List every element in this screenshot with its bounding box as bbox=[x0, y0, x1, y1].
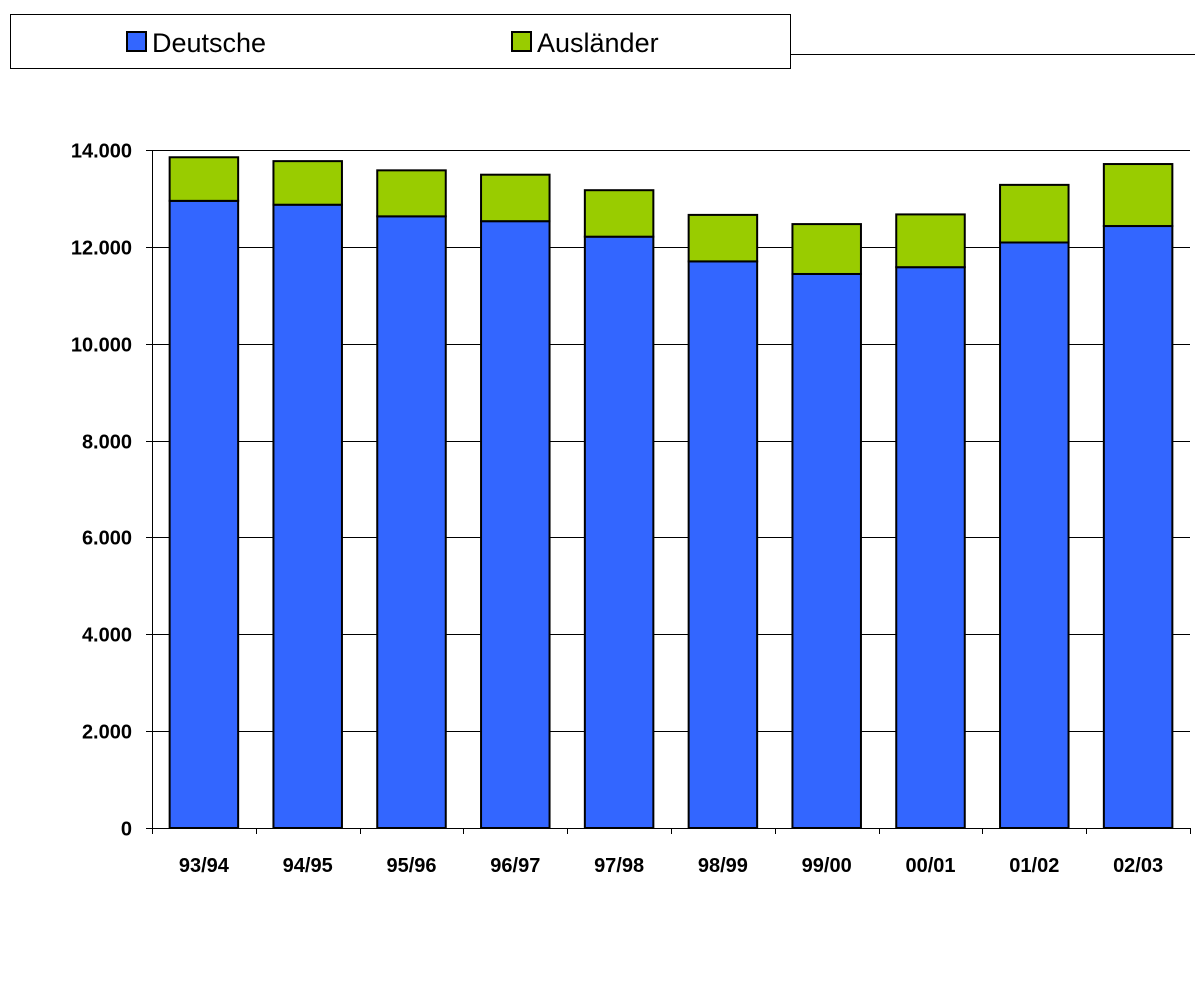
bar-auslaender-95-96 bbox=[376, 169, 447, 218]
legend-label-deutsche: Deutsche bbox=[152, 28, 266, 58]
bar-deutsche-00-01 bbox=[895, 266, 966, 829]
y-tick-label: 4.000 bbox=[82, 625, 132, 647]
bar-auslaender-93-94 bbox=[168, 156, 240, 202]
x-tick-label: 97/98 bbox=[594, 855, 644, 877]
y-tick-label: 2.000 bbox=[82, 722, 132, 744]
x-tick-label: 95/96 bbox=[386, 855, 436, 877]
bar-deutsche-02-03 bbox=[1102, 225, 1174, 830]
y-tick-label: 8.000 bbox=[82, 432, 132, 454]
bar-deutsche-96-97 bbox=[480, 220, 551, 829]
bar-auslaender-98-99 bbox=[687, 213, 759, 263]
bar-auslaender-00-01 bbox=[895, 213, 966, 269]
legend-swatch-auslaender bbox=[511, 31, 532, 52]
legend: Deutsche Ausländer bbox=[10, 14, 1195, 69]
bar-deutsche-95-96 bbox=[376, 215, 447, 829]
axes bbox=[146, 150, 1191, 834]
bar-deutsche-94-95 bbox=[272, 203, 343, 829]
bar-deutsche-98-99 bbox=[687, 260, 759, 829]
legend-swatch-deutsche bbox=[126, 31, 147, 52]
y-tick-label: 0 bbox=[121, 819, 132, 841]
bar-auslaender-94-95 bbox=[272, 160, 343, 206]
x-axis-tick-labels: 93/94 94/95 95/96 96/97 97/98 98/99 99/00 00/01… bbox=[179, 855, 1163, 877]
y-tick-label: 14.000 bbox=[71, 141, 132, 163]
x-tick-label: 99/00 bbox=[802, 855, 852, 877]
bar-auslaender-96-97 bbox=[480, 173, 551, 223]
y-tick-label: 12.000 bbox=[71, 238, 132, 260]
x-tick-label: 02/03 bbox=[1113, 855, 1163, 877]
bar-deutsche-01-02 bbox=[999, 241, 1070, 829]
bar-deutsche-93-94 bbox=[168, 199, 240, 830]
bars bbox=[168, 156, 1174, 830]
bar-auslaender-99-00 bbox=[791, 223, 862, 275]
y-tick-label: 6.000 bbox=[82, 528, 132, 550]
bar-auslaender-01-02 bbox=[999, 183, 1070, 244]
x-tick-label: 98/99 bbox=[698, 855, 748, 877]
x-tick-label: 96/97 bbox=[490, 855, 540, 877]
x-tick-label: 00/01 bbox=[905, 855, 955, 877]
legend-label-auslaender: Ausländer bbox=[537, 28, 659, 58]
bar-deutsche-97-98 bbox=[583, 235, 655, 830]
bar-auslaender-02-03 bbox=[1102, 163, 1174, 228]
x-tick-label: 94/95 bbox=[283, 855, 333, 877]
bar-deutsche-99-00 bbox=[791, 272, 862, 829]
bar-auslaender-97-98 bbox=[583, 189, 655, 238]
x-tick-label: 01/02 bbox=[1009, 855, 1059, 877]
y-tick-label: 10.000 bbox=[71, 335, 132, 357]
x-tick-label: 93/94 bbox=[179, 855, 230, 877]
y-axis-tick-labels: 0 2.000 4.000 6.000 8.000 10.000 12.000 14.000 bbox=[71, 141, 132, 841]
